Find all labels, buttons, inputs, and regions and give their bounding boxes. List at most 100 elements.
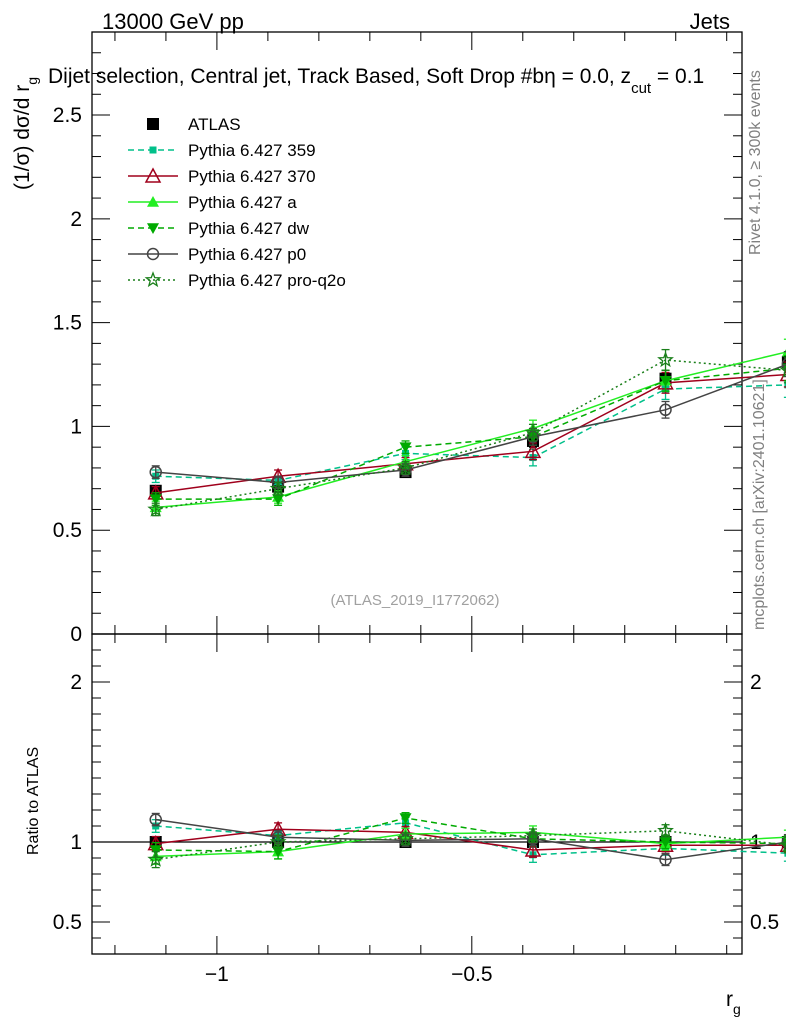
data-point bbox=[272, 494, 285, 506]
series-line bbox=[155, 364, 786, 484]
ratio-y-tick-label-right: 0.5 bbox=[750, 911, 779, 934]
ratio-y-tick-label-right: 1 bbox=[750, 831, 762, 854]
series-pythia-6-427-p0 bbox=[149, 812, 786, 867]
data-point bbox=[147, 500, 165, 517]
data-point bbox=[399, 442, 412, 454]
data-point bbox=[659, 837, 672, 848]
data-point bbox=[149, 494, 162, 506]
rivet-label: Rivet 4.1.0, ≥ 300k events bbox=[747, 70, 764, 255]
data-point bbox=[659, 375, 672, 387]
legend-label: Pythia 6.427 359 bbox=[188, 141, 316, 160]
ratio-y-tick-label: 1 bbox=[70, 831, 82, 854]
legend-marker bbox=[144, 271, 162, 288]
main-y-tick-label: 2.5 bbox=[53, 104, 82, 127]
energy-label: 13000 GeV pp bbox=[102, 9, 244, 34]
plot-title-cut-sub: cut bbox=[631, 80, 652, 97]
x-tick-label: −0.5 bbox=[451, 963, 492, 986]
data-point bbox=[149, 845, 162, 856]
legend-label: ATLAS bbox=[188, 115, 241, 134]
series-pythia-6-427-dw bbox=[149, 812, 786, 860]
x-axis-label-text: r bbox=[726, 988, 733, 1011]
legend-entry: ATLAS bbox=[147, 115, 241, 134]
data-point bbox=[659, 853, 672, 866]
legend-label: Pythia 6.427 pro-q2o bbox=[188, 271, 346, 290]
data-point bbox=[149, 465, 162, 479]
legend-marker bbox=[144, 167, 162, 183]
legend: ATLAS Pythia 6.427 359 Pythia 6.427 370 Pyt… bbox=[128, 115, 346, 290]
legend-entry: Pythia 6.427 a bbox=[128, 193, 297, 212]
legend-label: Pythia 6.427 a bbox=[188, 193, 297, 212]
legend-marker bbox=[149, 146, 157, 154]
axis-ticks: −1 −0.5 0 0.5 1 1.5 2 2.5 0.5 0.5 1 1 2 2 bbox=[53, 32, 779, 986]
plot-title-main: Dijet selection, Central jet, Track Base… bbox=[48, 65, 544, 88]
series-line bbox=[155, 831, 786, 858]
ratio-y-tick-label-right: 2 bbox=[750, 671, 762, 694]
series-line bbox=[155, 351, 786, 509]
data-point bbox=[269, 833, 287, 850]
series-line bbox=[155, 373, 786, 494]
plot-title-eta: η = 0.0, z bbox=[544, 65, 631, 88]
main-y-axis-label-text: (1/σ) dσ/d r bbox=[11, 85, 34, 190]
series-pythia-6-427-370 bbox=[147, 361, 786, 500]
legend-label: Pythia 6.427 p0 bbox=[188, 245, 306, 264]
series-pythia-6-427-dw bbox=[149, 355, 786, 506]
main-y-tick-label: 0.5 bbox=[53, 519, 82, 542]
legend-label: Pythia 6.427 dw bbox=[188, 219, 310, 238]
mcplots-label: mcplots.cern.ch [arXiv:2401.10621] bbox=[751, 379, 768, 630]
legend-marker bbox=[147, 118, 159, 130]
analysis-watermark: (ATLAS_2019_I1772062) bbox=[330, 592, 499, 609]
data-point bbox=[147, 850, 165, 867]
main-y-tick-label: 2 bbox=[70, 208, 82, 231]
series-pythia-6-427-p0 bbox=[149, 351, 786, 490]
data-point bbox=[397, 829, 414, 846]
legend-entry: Pythia 6.427 dw bbox=[128, 219, 310, 238]
ratio-series-layer bbox=[147, 812, 786, 869]
legend-label: Pythia 6.427 370 bbox=[188, 167, 316, 186]
legend-marker bbox=[146, 247, 160, 261]
main-y-axis-label: (1/σ) dσ/d rg bbox=[11, 77, 40, 190]
ratio-y-axis-label: Ratio to ATLAS bbox=[25, 747, 42, 855]
data-point bbox=[779, 841, 786, 853]
data-point bbox=[779, 366, 786, 378]
series-line bbox=[155, 359, 786, 511]
x-axis-label: rg bbox=[726, 988, 741, 1017]
data-point bbox=[659, 403, 672, 417]
legend-marker bbox=[147, 196, 159, 207]
data-point bbox=[657, 821, 674, 838]
legend-entry: Pythia 6.427 pro-q2o bbox=[128, 271, 346, 290]
data-point bbox=[524, 826, 542, 843]
data-point bbox=[781, 836, 786, 848]
ratio-y-tick-label: 0.5 bbox=[53, 911, 82, 934]
legend-entry: Pythia 6.427 370 bbox=[128, 167, 316, 186]
series-line bbox=[155, 817, 786, 853]
series-line bbox=[155, 384, 786, 482]
series-line bbox=[155, 822, 786, 856]
data-point bbox=[784, 381, 786, 389]
main-y-tick-label: 1 bbox=[70, 415, 82, 438]
data-point bbox=[657, 351, 674, 368]
series-line bbox=[155, 818, 786, 861]
data-point bbox=[781, 358, 786, 371]
x-axis-label-sub: g bbox=[733, 1001, 741, 1017]
data-point bbox=[524, 423, 542, 440]
data-point bbox=[524, 841, 542, 857]
process-label: Jets bbox=[690, 9, 730, 34]
series-pythia-6-427-a bbox=[149, 338, 786, 515]
main-y-tick-label: 1.5 bbox=[53, 312, 82, 335]
main-y-tick-label: 0 bbox=[70, 623, 82, 646]
data-point bbox=[149, 813, 162, 826]
data-point bbox=[399, 813, 412, 824]
legend-entry: Pythia 6.427 359 bbox=[128, 141, 316, 160]
series-atlas bbox=[149, 351, 786, 497]
series-line bbox=[155, 828, 786, 851]
x-tick-label: −1 bbox=[205, 963, 229, 986]
series-pythia-6-427-pro-q2o bbox=[147, 821, 786, 869]
series-line bbox=[155, 830, 786, 861]
legend-marker bbox=[147, 223, 159, 234]
main-series-layer bbox=[147, 338, 786, 517]
ratio-plot-frame bbox=[91, 633, 743, 955]
legend-entry: Pythia 6.427 p0 bbox=[128, 245, 306, 264]
plot-title-beta: = 0.1 bbox=[651, 65, 704, 88]
series-pythia-6-427-pro-q2o bbox=[147, 348, 786, 517]
